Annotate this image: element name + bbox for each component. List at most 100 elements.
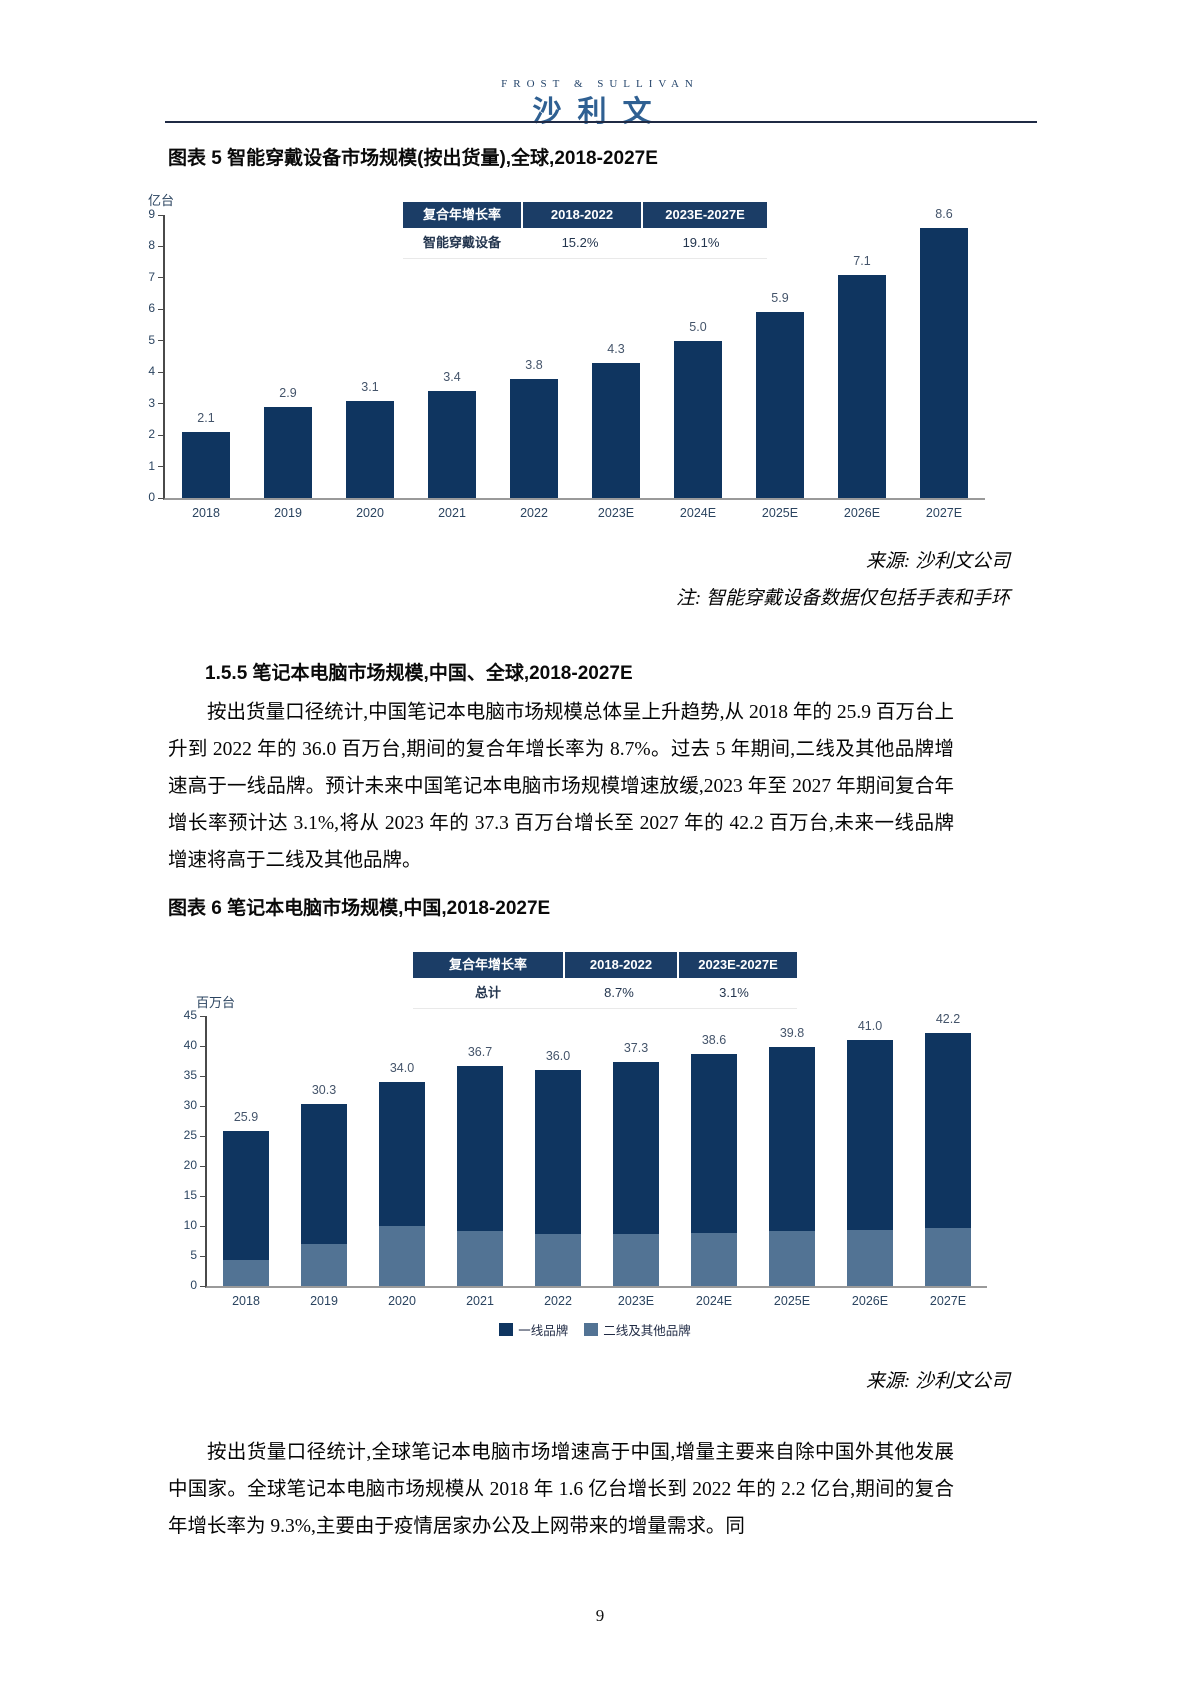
- y-axis-tick-label: 40: [183, 1038, 197, 1052]
- y-axis-tick-label: 5: [148, 332, 155, 347]
- y-axis-tick-label: 10: [183, 1218, 197, 1232]
- y-axis-tick: [200, 1165, 206, 1167]
- x-axis-label: 2027E: [925, 506, 963, 520]
- bar-segment-primary: [613, 1062, 659, 1234]
- bar-value-label: 36.0: [545, 1049, 571, 1063]
- y-axis-tick-label: 15: [183, 1188, 197, 1202]
- cagr-value-cell: 19.1%: [682, 235, 720, 250]
- x-axis-label: 2020: [356, 506, 384, 520]
- cagr-header-row: 复合年增长率 2018-2022 2023E-2027E: [403, 202, 767, 228]
- body-paragraph: 按出货量口径统计,中国笔记本电脑市场规模总体呈上升趋势,从 2018 年的 25…: [168, 702, 954, 871]
- source-note: 来源: 沙利文公司: [865, 551, 1010, 572]
- legend-swatch: [499, 1323, 514, 1336]
- x-axis-label: 2024E: [679, 506, 717, 520]
- cagr-header-cell: 2023E-2027E: [679, 952, 797, 978]
- cagr-header-cell: 复合年增长率: [413, 952, 565, 978]
- y-axis-tick: [158, 466, 164, 468]
- source-note: 来源: 沙利文公司: [865, 1371, 1010, 1392]
- bar-segment-primary: [301, 1104, 347, 1244]
- x-axis-label: 2025E: [773, 1294, 811, 1308]
- laptop-cagr-table: 复合年增长率 2018-2022 2023E-2027E 总计 8.7% 3.1…: [413, 952, 797, 1009]
- bar-segment-primary: [847, 1040, 893, 1231]
- cagr-data-row: 总计 8.7% 3.1%: [413, 978, 797, 1009]
- bar: [346, 400, 394, 498]
- body-paragraph: 按出货量口径统计,全球笔记本电脑市场增速高于中国,增量主要来自除中国外其他发展中…: [168, 1442, 954, 1537]
- y-axis-unit-label: 百万台: [196, 995, 236, 1010]
- bar: [920, 227, 968, 498]
- y-axis-tick: [158, 340, 164, 342]
- cagr-header-cell: 2018-2022: [565, 952, 679, 978]
- x-axis-label: 2027E: [929, 1294, 967, 1308]
- bar-value-label: 25.9: [233, 1109, 259, 1124]
- bar-value-label: 2.9: [279, 385, 297, 400]
- bar: [838, 274, 886, 498]
- legend-label: 二线及其他品牌: [603, 1324, 691, 1338]
- legend-swatch: [584, 1323, 599, 1336]
- bar-value-label: 37.3: [623, 1041, 649, 1056]
- bar-value-label: 36.7: [467, 1044, 493, 1059]
- brand-logo-english: FROST & SULLIVAN: [501, 78, 699, 90]
- y-axis-tick: [158, 277, 164, 279]
- bar-value-label: 2.1: [197, 410, 215, 425]
- y-axis-tick: [158, 245, 164, 247]
- y-axis-tick: [200, 1285, 206, 1287]
- x-axis-label: 2018: [232, 1294, 260, 1308]
- bar-segment-secondary: [457, 1230, 503, 1286]
- brand-logo-chinese: 沙利文: [532, 96, 668, 128]
- bar-segment-secondary: [769, 1231, 815, 1286]
- x-axis-label: 2021: [438, 506, 466, 520]
- y-axis-tick: [200, 1015, 206, 1017]
- x-axis-label: 2018: [192, 506, 220, 520]
- cagr-header-row: 复合年增长率 2018-2022 2023E-2027E: [413, 952, 797, 978]
- y-axis-tick: [158, 403, 164, 405]
- bar-segment-secondary: [223, 1259, 269, 1286]
- bar-segment-secondary: [925, 1228, 971, 1286]
- figure5-title: 图表 5 智能穿戴设备市场规模(按出货量),全球,2018-2027E: [168, 148, 658, 169]
- bar-value-label: 39.8: [779, 1026, 805, 1041]
- y-axis-tick: [158, 497, 164, 499]
- bar-segment-primary: [457, 1065, 503, 1231]
- bar-segment-secondary: [535, 1234, 581, 1286]
- page-number: 9: [595, 1606, 605, 1625]
- cagr-row-name: 智能穿戴设备: [422, 235, 501, 250]
- bar: [674, 340, 722, 498]
- x-axis-label: 2023E: [597, 506, 635, 520]
- y-axis-tick-label: 35: [183, 1068, 197, 1082]
- y-axis-tick-label: 0: [148, 490, 155, 504]
- y-axis-tick-label: 4: [148, 364, 155, 379]
- y-axis-tick-label: 2: [148, 427, 155, 442]
- cagr-header-cell: 2018-2022: [523, 202, 643, 228]
- legend-item: 一线品牌: [499, 1320, 568, 1339]
- bar-segment-primary: [925, 1032, 971, 1229]
- y-axis-tick-label: 0: [190, 1278, 197, 1292]
- x-axis-label: 2021: [466, 1294, 494, 1308]
- header-divider: [165, 121, 1037, 123]
- x-axis-label: 2019: [274, 506, 302, 520]
- legend-item: 二线及其他品牌: [584, 1320, 691, 1339]
- y-axis-tick: [200, 1225, 206, 1227]
- y-axis-unit-label: 亿台: [148, 193, 175, 208]
- y-axis-tick: [200, 1105, 206, 1107]
- bar-segment-primary: [535, 1070, 581, 1235]
- bar: [428, 391, 476, 498]
- bar-value-label: 3.4: [443, 370, 461, 385]
- y-axis-tick-label: 45: [183, 1008, 197, 1022]
- cagr-value-cell: 3.1%: [719, 985, 749, 1000]
- y-axis-tick-label: 6: [148, 301, 155, 316]
- y-axis-tick-label: 20: [183, 1158, 197, 1172]
- bar-segment-secondary: [379, 1226, 425, 1286]
- x-axis-label: 2020: [388, 1294, 416, 1308]
- bar-value-label: 3.1: [361, 379, 379, 394]
- y-axis-tick: [158, 308, 164, 310]
- y-axis-tick: [200, 1045, 206, 1047]
- y-axis-tick-label: 30: [183, 1098, 197, 1112]
- bar-segment-secondary: [301, 1244, 347, 1286]
- bar-segment-secondary: [613, 1233, 659, 1286]
- y-axis-tick: [200, 1255, 206, 1257]
- legend-label: 一线品牌: [518, 1324, 569, 1338]
- bar-segment-secondary: [691, 1232, 737, 1286]
- cagr-value-cell: 8.7%: [604, 985, 634, 1000]
- laptop-plot-area: 0 5 10 15 20 25 30 35 40 45 25.9 2018 30.3 2019 34.0 20…: [184, 1008, 987, 1308]
- bar-value-label: 5.9: [771, 291, 789, 306]
- bar-value-label: 7.1: [853, 253, 871, 268]
